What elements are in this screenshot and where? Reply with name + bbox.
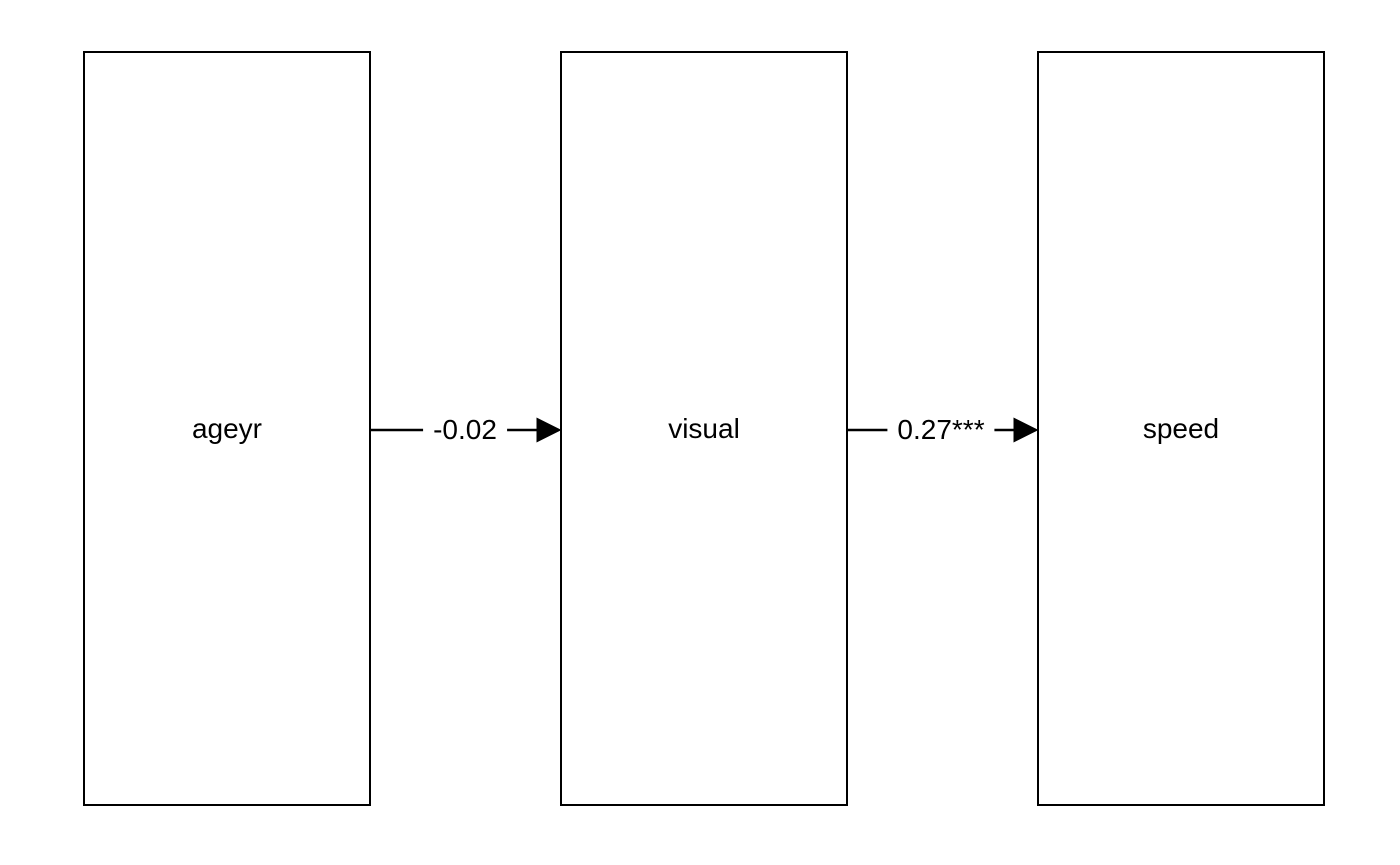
node-ageyr: ageyr <box>83 51 371 806</box>
node-label-speed: speed <box>1142 412 1220 444</box>
node-speed: speed <box>1037 51 1325 806</box>
node-visual: visual <box>560 51 848 806</box>
edge-label-ageyr-visual: -0.02 <box>423 413 507 447</box>
node-label-ageyr: ageyr <box>191 412 263 444</box>
node-label-visual: visual <box>668 412 740 444</box>
edge-label-visual-speed: 0.27*** <box>887 413 995 447</box>
